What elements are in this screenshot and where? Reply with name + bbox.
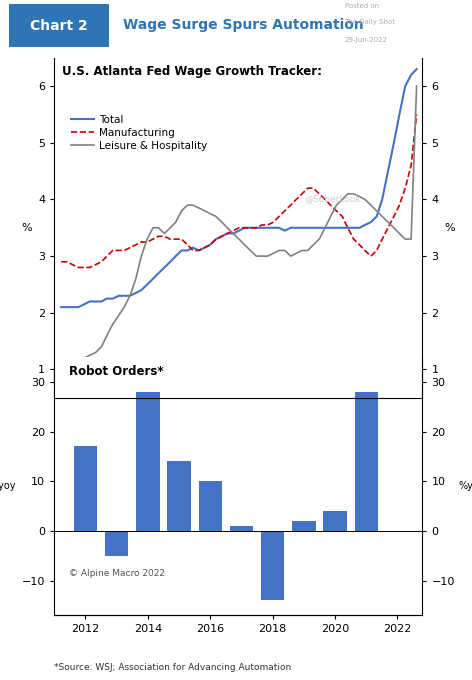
Leisure & Hospitality xyxy=(305,246,311,254)
Manufacturing xyxy=(173,235,178,243)
Total xyxy=(414,65,420,73)
Leisure & Hospitality xyxy=(414,82,420,90)
FancyBboxPatch shape xyxy=(9,4,109,47)
Bar xyxy=(354,392,378,531)
Total xyxy=(305,224,311,232)
Y-axis label: %yoy: %yoy xyxy=(458,481,472,491)
Manufacturing xyxy=(408,161,414,169)
Manufacturing xyxy=(161,232,167,240)
Legend: Total, Manufacturing, Leisure & Hospitality: Total, Manufacturing, Leisure & Hospital… xyxy=(67,111,211,155)
Text: © Alpine Macro 2022: © Alpine Macro 2022 xyxy=(69,569,165,578)
Total xyxy=(225,229,230,237)
Total xyxy=(168,258,173,266)
Leisure & Hospitality xyxy=(59,362,64,371)
Text: Robot Orders*: Robot Orders* xyxy=(69,364,164,378)
Leisure & Hospitality xyxy=(236,235,242,243)
Manufacturing xyxy=(59,258,64,266)
Total xyxy=(59,303,64,311)
Text: *Source: WSJ; Association for Advancing Automation: *Source: WSJ; Association for Advancing … xyxy=(54,663,292,672)
Bar xyxy=(261,531,285,600)
Y-axis label: %yoy: %yoy xyxy=(0,481,16,491)
Manufacturing xyxy=(230,226,236,235)
Bar xyxy=(168,461,191,531)
Text: U.S. Atlanta Fed Wage Growth Tracker:: U.S. Atlanta Fed Wage Growth Tracker: xyxy=(62,65,321,78)
Leisure & Hospitality xyxy=(168,224,173,232)
Leisure & Hospitality xyxy=(225,224,230,232)
Total xyxy=(236,226,242,235)
Bar xyxy=(323,511,347,531)
Leisure & Hospitality xyxy=(156,224,161,232)
Leisure & Hospitality xyxy=(408,235,414,243)
Y-axis label: %: % xyxy=(445,223,455,233)
Text: Chart 2: Chart 2 xyxy=(30,18,88,33)
Manufacturing xyxy=(414,110,420,118)
Manufacturing xyxy=(311,184,316,192)
Bar xyxy=(105,531,128,556)
Manufacturing xyxy=(76,263,81,271)
Line: Total: Total xyxy=(61,69,417,307)
Text: Wage Surge Spurs Automation: Wage Surge Spurs Automation xyxy=(123,18,363,33)
Bar xyxy=(292,521,316,531)
Line: Manufacturing: Manufacturing xyxy=(61,114,417,267)
Bar xyxy=(230,526,253,531)
Text: The Daily Shot: The Daily Shot xyxy=(345,19,396,25)
Bar xyxy=(136,392,160,531)
Total xyxy=(156,269,161,277)
Text: Posted on: Posted on xyxy=(345,3,379,9)
Bar xyxy=(74,447,97,531)
Line: Leisure & Hospitality: Leisure & Hospitality xyxy=(61,86,417,367)
Manufacturing xyxy=(242,224,247,232)
Bar xyxy=(199,481,222,531)
Text: 29-Jun-2022: 29-Jun-2022 xyxy=(345,37,388,43)
Y-axis label: %: % xyxy=(22,223,32,233)
Text: @SoberLook: @SoberLook xyxy=(304,194,361,203)
Total xyxy=(408,71,414,79)
